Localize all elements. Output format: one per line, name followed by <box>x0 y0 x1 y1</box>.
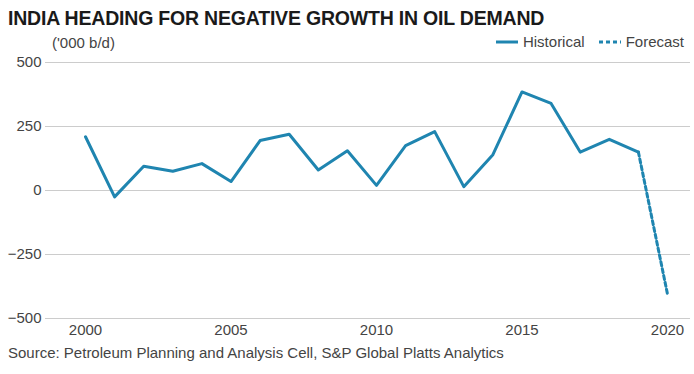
html-text:Forecast: Forecast <box>625 33 684 50</box>
svg-text:2005: 2005 <box>214 321 247 338</box>
html-text:('000 b/d): ('000 b/d) <box>52 34 115 51</box>
svg-text:−500: −500 <box>8 309 42 326</box>
svg-text:2020: 2020 <box>651 321 684 338</box>
html-text:INDIA HEADING FOR NEGATIVE GRO: INDIA HEADING FOR NEGATIVE GROWTH IN OIL… <box>8 7 545 29</box>
svg-text:2000: 2000 <box>69 321 102 338</box>
svg-text:2015: 2015 <box>505 321 538 338</box>
svg-text:0: 0 <box>33 181 41 198</box>
svg-text:250: 250 <box>16 117 41 134</box>
svg-text:−250: −250 <box>8 245 42 262</box>
svg-text:500: 500 <box>16 53 41 70</box>
html-text:Source: Petroleum Planning and: Source: Petroleum Planning and Analysis … <box>8 344 504 361</box>
svg-text:2010: 2010 <box>360 321 393 338</box>
html-text:Historical: Historical <box>523 33 585 50</box>
